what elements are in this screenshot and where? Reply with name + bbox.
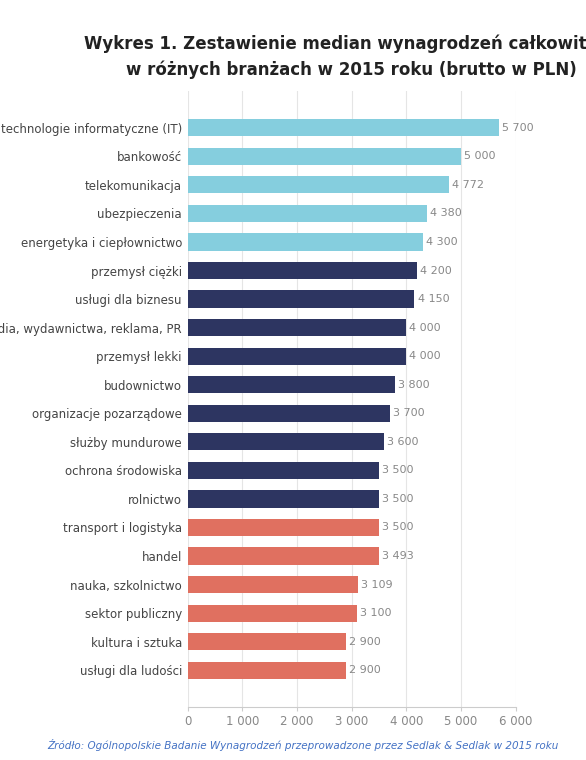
Text: 5 000: 5 000 <box>464 151 496 161</box>
Bar <box>188 262 417 279</box>
Text: 3 700: 3 700 <box>393 408 424 418</box>
Bar <box>188 233 423 251</box>
Bar <box>188 147 461 165</box>
Text: 3 500: 3 500 <box>382 465 414 476</box>
Bar <box>188 205 427 222</box>
Text: 4 300: 4 300 <box>425 237 457 247</box>
Bar <box>188 405 390 422</box>
Text: 3 500: 3 500 <box>382 522 414 533</box>
Text: 3 493: 3 493 <box>381 551 413 561</box>
Bar <box>188 605 357 622</box>
Text: 3 100: 3 100 <box>360 608 391 618</box>
Text: 3 109: 3 109 <box>360 580 392 590</box>
Text: 4 772: 4 772 <box>452 180 483 190</box>
Text: 4 380: 4 380 <box>430 208 462 218</box>
Bar <box>188 519 379 536</box>
Bar <box>188 490 379 508</box>
Title: Wykres 1. Zestawienie median wynagrodzeń całkowitych
w różnych branżach w 2015 r: Wykres 1. Zestawienie median wynagrodzeń… <box>84 34 586 78</box>
Bar <box>188 662 346 679</box>
Bar <box>188 576 357 593</box>
Bar <box>188 462 379 479</box>
Bar <box>188 290 414 308</box>
Bar <box>188 633 346 651</box>
Text: 3 800: 3 800 <box>398 380 430 390</box>
Text: 3 500: 3 500 <box>382 494 414 504</box>
Bar <box>188 319 406 336</box>
Bar <box>188 547 379 565</box>
Bar <box>188 347 406 365</box>
Text: 5 700: 5 700 <box>502 123 534 133</box>
Bar <box>188 376 396 393</box>
Text: 4 150: 4 150 <box>417 294 449 304</box>
Text: 4 200: 4 200 <box>420 265 452 276</box>
Bar <box>188 119 499 136</box>
Text: 3 600: 3 600 <box>387 437 419 447</box>
Text: 4 000: 4 000 <box>409 322 441 333</box>
Bar <box>188 176 448 193</box>
Text: 2 900: 2 900 <box>349 665 381 675</box>
Text: 4 000: 4 000 <box>409 351 441 361</box>
Bar <box>188 433 384 451</box>
Text: 2 900: 2 900 <box>349 637 381 647</box>
Text: Źródło: Ogólnopolskie Badanie Wynagrodzeń przeprowadzone przez Sedlak & Sedlak w: Źródło: Ogólnopolskie Badanie Wynagrodze… <box>47 739 558 751</box>
